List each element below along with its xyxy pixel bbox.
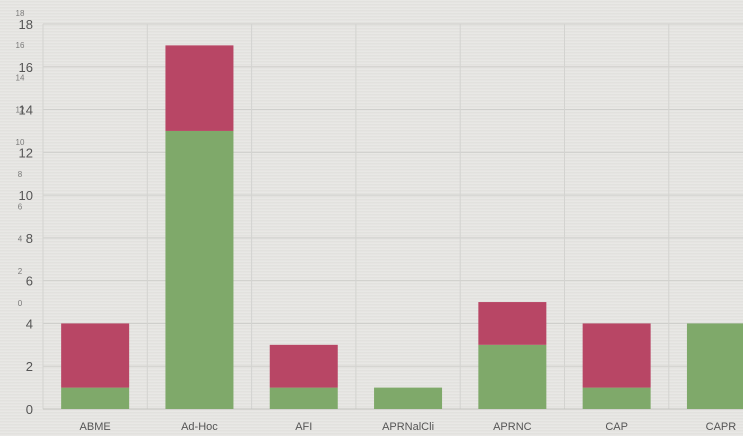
x-tick-label: CAPR [706, 421, 737, 433]
x-tick-label: APRNalCli [382, 421, 434, 433]
bar-segment-red [269, 344, 338, 388]
bar-segment-red [478, 302, 547, 345]
x-tick-labels: ABME Ad-Hoc AFI APRNalCli APRNC CAP CAPR [80, 421, 737, 433]
y-tick-label: 8 [26, 231, 33, 246]
ghost-y-tick-label: 4 [18, 235, 23, 244]
bar-segment-green [582, 387, 651, 409]
bar-segment-green [269, 387, 338, 409]
ghost-y-tick-label: 6 [18, 202, 23, 211]
bar-segment-red [582, 323, 651, 388]
ghost-y-tick-label: 0 [18, 299, 23, 308]
x-tick-label: APRNC [493, 421, 532, 433]
bars [61, 45, 743, 409]
y-tick-label: 12 [19, 145, 33, 160]
y-tick-label: 2 [26, 359, 33, 374]
ghost-y-tick-label: 18 [16, 9, 25, 18]
bar-segment-green [61, 387, 130, 409]
x-tick-label: CAP [605, 421, 628, 433]
ghost-y-tick-label: 10 [16, 138, 25, 147]
ghost-y-ticks: 0 2 4 6 8 10 12 14 16 18 [16, 9, 25, 308]
x-tick-label: Ad-Hoc [181, 421, 218, 433]
y-tick-label: 10 [19, 188, 33, 203]
x-tick-label: ABME [80, 421, 111, 433]
bar-segment-red [165, 45, 234, 131]
bar-segment-green [478, 344, 547, 409]
y-tick-label: 4 [26, 316, 33, 331]
x-tick-label: AFI [295, 421, 312, 433]
y-tick-label: 18 [19, 17, 33, 32]
ghost-y-tick-label: 12 [16, 106, 25, 115]
y-tick-label: 0 [26, 402, 33, 417]
ghost-y-tick-label: 8 [18, 170, 23, 179]
y-tick-label: 14 [19, 103, 33, 118]
y-tick-label: 16 [19, 60, 33, 75]
bar-segment-red [61, 323, 130, 388]
y-tick-label: 6 [26, 274, 33, 289]
bar-segment-green [374, 387, 443, 409]
bar-segment-green [686, 323, 743, 409]
bar-segment-green [165, 130, 234, 409]
ghost-y-tick-label: 2 [18, 267, 23, 276]
ghost-y-tick-label: 16 [16, 41, 25, 50]
ghost-y-tick-label: 14 [16, 73, 25, 82]
